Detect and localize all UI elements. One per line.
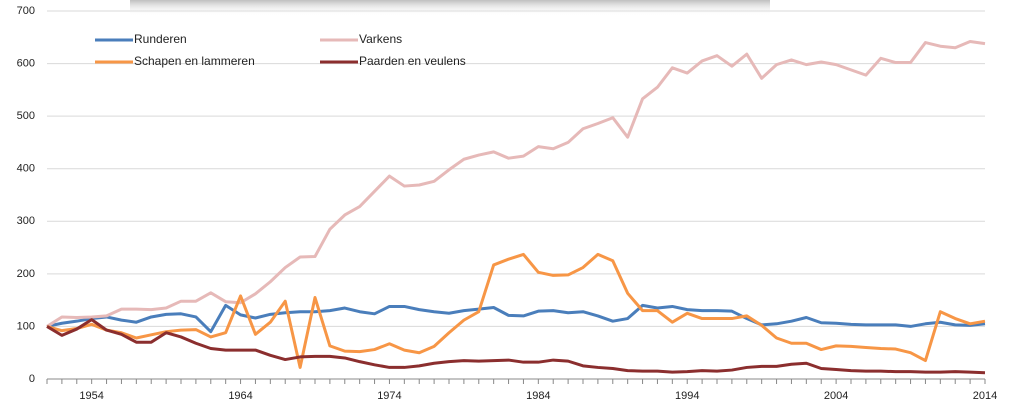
legend-label: Paarden en veulens [359, 54, 466, 68]
x-tick-label: 2004 [824, 390, 848, 402]
popup-shadow [130, 0, 770, 16]
y-tick-label: 0 [29, 373, 35, 385]
series-line [46, 252, 986, 369]
y-tick-label: 300 [17, 215, 35, 227]
y-tick-label: 400 [17, 163, 35, 175]
y-tick-label: 700 [17, 5, 35, 17]
x-tick-label: 1994 [675, 390, 699, 402]
series-line [46, 39, 986, 328]
y-tick-label: 600 [17, 57, 35, 69]
legend-label: Varkens [359, 32, 402, 46]
series-line [46, 303, 986, 334]
y-tick-label: 200 [17, 268, 35, 280]
x-tick-label: 1964 [228, 390, 252, 402]
y-tick-label: 100 [17, 320, 35, 332]
legend-label: Runderen [134, 32, 187, 46]
series-line [46, 318, 986, 375]
lines [46, 39, 986, 375]
x-tick-label: 2014 [973, 390, 997, 402]
y-tick-label: 500 [17, 110, 35, 122]
x-tick-label: 1974 [377, 390, 401, 402]
axes: 0 100 200 300 400 500 600 700 1954 1964 1974 1984 19… [17, 5, 998, 402]
legend-label: Schapen en lammeren [134, 54, 255, 68]
x-tick-label: 1954 [79, 390, 103, 402]
legend: Runderen Varkens Schapen en lammeren Paarde… [95, 32, 466, 68]
x-tick-label: 1984 [526, 390, 550, 402]
